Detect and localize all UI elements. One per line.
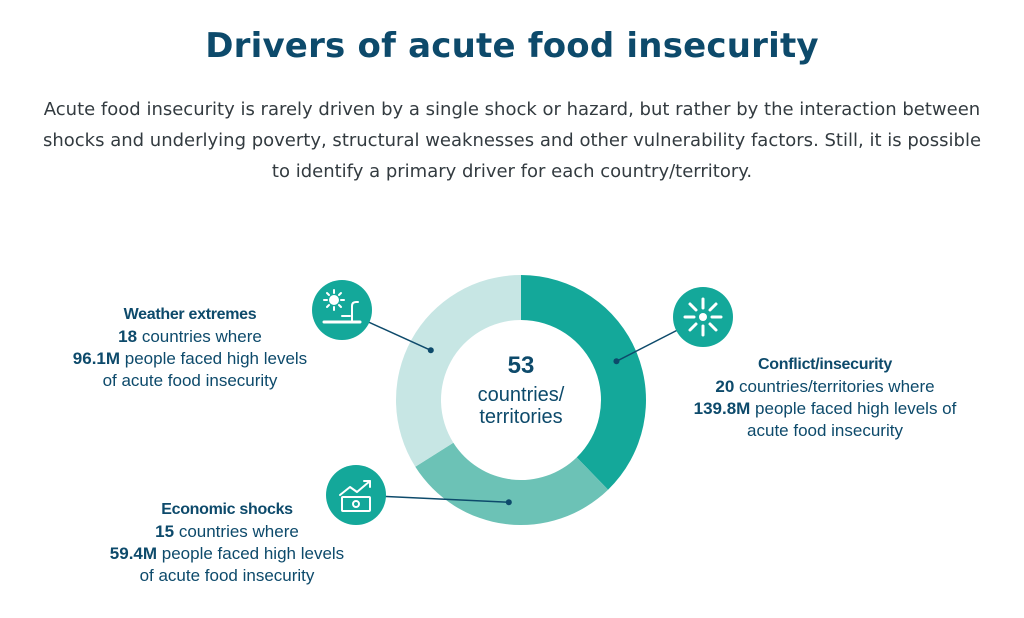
cash-and-trend-icon [326,465,386,525]
label-economic: Economic shocks 15 countries where 59.4M… [77,499,377,587]
label-weather-title: Weather extremes [123,306,257,323]
label-weather-people-text: people faced high levels [120,349,308,368]
leader-dot-1 [505,499,512,506]
label-weather-people: 96.1M [72,349,121,368]
label-conflict-count-line: 20 countries/territories where [655,376,995,398]
label-economic-tail: of acute food insecurity [139,566,315,585]
label-weather-count-line: 18 countries where [40,326,340,348]
label-conflict-count-text: countries/territories where [734,377,935,396]
sun-and-tap-icon [312,280,372,340]
leader-dot-0 [613,358,620,365]
donut-slice-conflict-insecurity [521,275,647,490]
label-weather: Weather extremes 18 countries where 96.1… [40,304,340,392]
explosion-icon [673,287,733,347]
label-weather-count: 18 [118,327,138,346]
label-economic-people-line: 59.4M people faced high levels [77,543,377,565]
donut-slice-economic-shocks [415,442,609,525]
label-economic-title: Economic shocks [161,501,293,518]
label-weather-tail: of acute food insecurity [102,371,278,390]
intro-paragraph: Acute food insecurity is rarely driven b… [42,99,982,182]
leader-dot-2 [427,347,434,354]
label-conflict-people-text: people faced high levels of [750,399,957,418]
label-conflict-count: 20 [715,377,735,396]
center-total: 53 [507,352,535,379]
label-conflict-title: Conflict/insecurity [758,356,892,373]
label-economic-count-text: countries where [174,522,299,541]
label-economic-count: 15 [155,522,175,541]
page-title: Drivers of acute food insecurity [205,26,819,66]
donut-slices [395,275,647,525]
label-conflict-people: 139.8M [693,399,751,418]
label-weather-people-line: 96.1M people faced high levels [40,348,340,370]
center-unit: countries/ territories [421,384,621,428]
label-conflict: Conflict/insecurity 20 countries/territo… [655,354,995,442]
center-unit-line2: territories [479,406,563,428]
label-conflict-tail: acute food insecurity [747,421,903,440]
donut-slice-weather-extremes [395,275,521,467]
center-unit-line1: countries/ [477,384,565,406]
label-weather-count-text: countries where [137,327,262,346]
label-conflict-people-line: 139.8M people faced high levels of [655,398,995,420]
label-economic-people-text: people faced high levels [157,544,345,563]
label-economic-people: 59.4M [109,544,158,563]
label-economic-count-line: 15 countries where [77,521,377,543]
